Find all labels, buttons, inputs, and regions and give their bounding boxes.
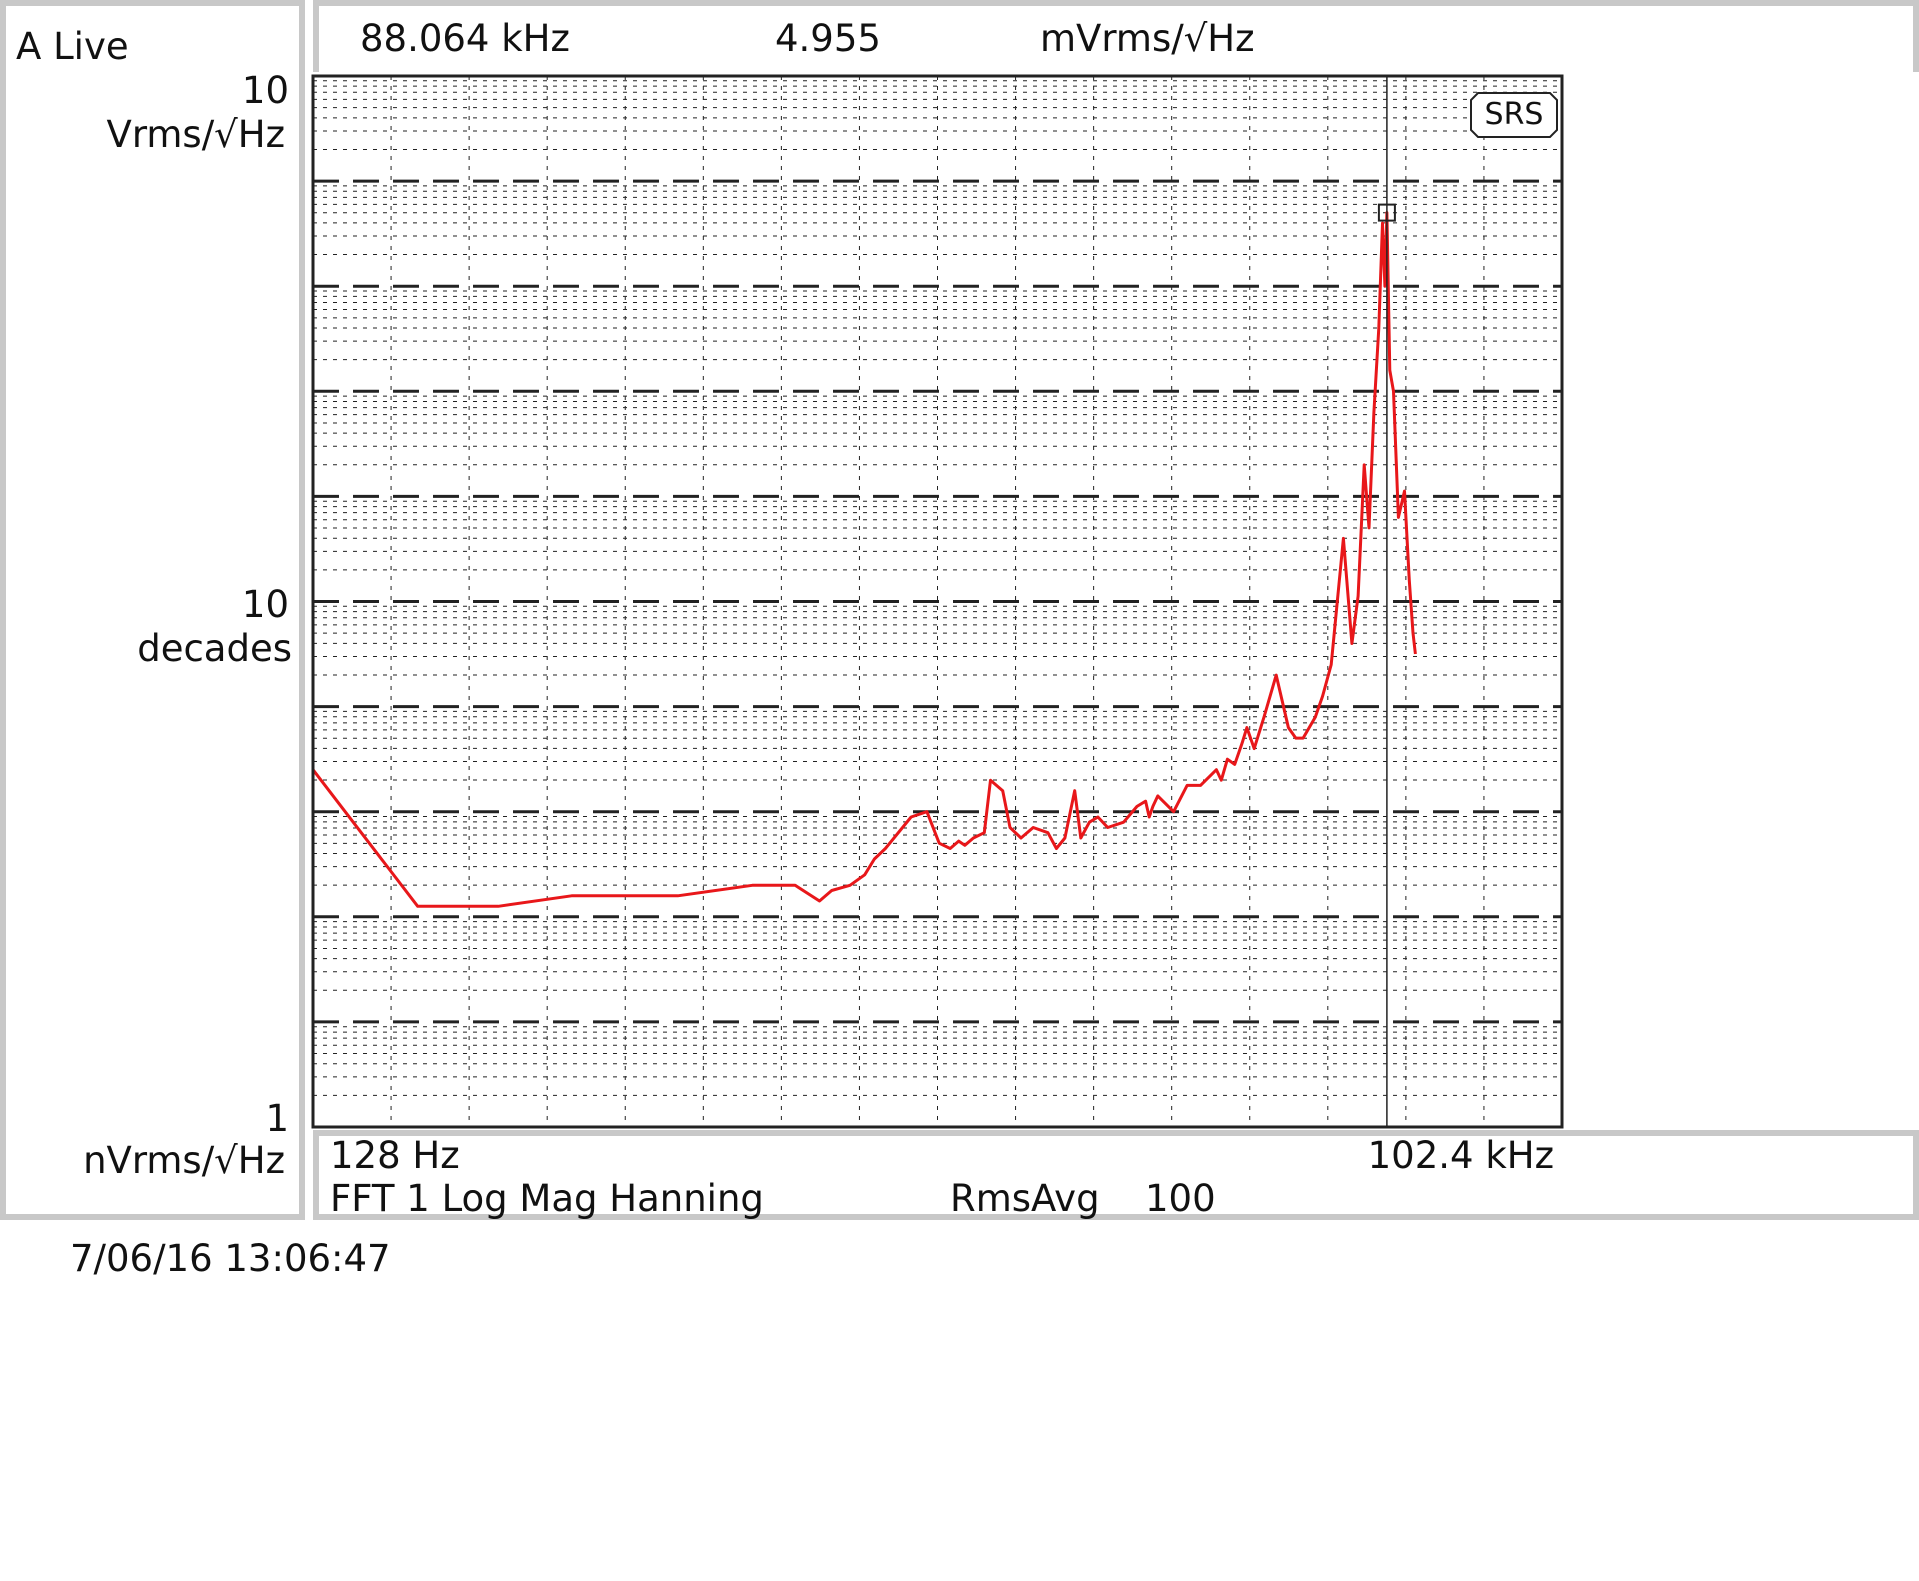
y-top-value: 10 [241,69,289,112]
timestamp: 7/06/16 13:06:47 [70,1237,391,1280]
srs-badge: SRS [1470,92,1558,138]
left-frame [0,0,305,1220]
y-mid-value: 10 [241,583,289,626]
measurement-label[interactable]: FFT 1 Log Mag Hanning [330,1177,764,1220]
y-top-unit: Vrms/√Hz [106,113,285,156]
y-bottom-unit: nVrms/√Hz [83,1139,285,1182]
srs-badge-label: SRS [1485,97,1544,132]
spectrum-trace [311,211,1417,908]
channel-label[interactable]: A Live [16,25,129,68]
y-bottom-value: 1 [265,1097,289,1140]
bottom-bar [313,1130,1919,1220]
y-mid-unit: decades [137,627,292,670]
avg-label: RmsAvg [950,1177,1100,1220]
x-end-label: 102.4 kHz [1367,1134,1554,1177]
grid [313,76,1562,1127]
x-start-label: 128 Hz [330,1134,460,1177]
marker-frequency: 88.064 kHz [360,17,570,60]
plot-border [311,74,1564,1129]
marker-value: 4.955 [775,17,881,60]
avg-count: 100 [1145,1177,1216,1220]
marker-unit: mVrms/√Hz [1040,17,1255,60]
marker-bar [313,0,1919,72]
